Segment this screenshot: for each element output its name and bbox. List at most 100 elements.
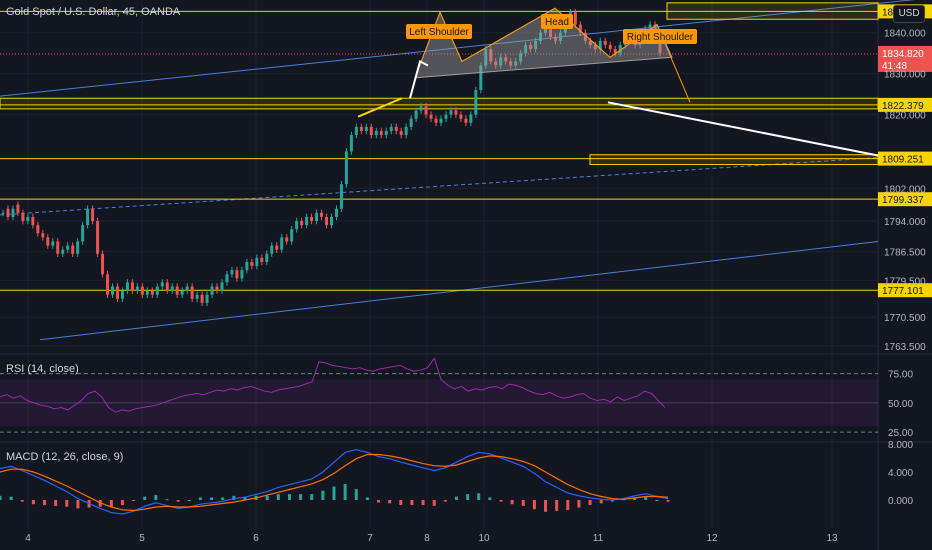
candle-body: [404, 126, 408, 136]
macd-histogram-bar: [332, 486, 336, 500]
macd-histogram-bar: [499, 500, 503, 502]
price-tick-label: 1786.500: [884, 248, 926, 259]
candle-body: [588, 40, 592, 46]
countdown-label: 41:48: [882, 61, 907, 72]
macd-histogram-bar: [221, 497, 225, 500]
macd-histogram-bar: [666, 500, 670, 502]
candle-body: [295, 221, 299, 230]
candle-body: [394, 126, 398, 131]
candle-body: [300, 221, 304, 226]
price-tick-label: 1830.000: [884, 70, 926, 81]
candle-body: [160, 282, 164, 287]
candle-body: [180, 290, 184, 295]
candle-body: [369, 126, 373, 136]
head-and-shoulders-pattern: Left Shoulder Head Right Shoulder: [357, 7, 879, 157]
currency-button[interactable]: USD: [893, 5, 925, 23]
candle-body: [190, 286, 194, 299]
candle-body: [315, 212, 319, 222]
macd-tick-label: 8.000: [888, 440, 913, 451]
time-tick-label: 10: [478, 533, 490, 544]
candle-body: [558, 32, 562, 41]
macd-histogram-bar: [410, 500, 414, 506]
candle-body: [414, 110, 418, 119]
macd-histogram-bar: [377, 500, 381, 503]
candle-body: [613, 49, 617, 54]
macd-histogram-bar: [566, 500, 570, 511]
macd-histogram-bar: [599, 500, 603, 504]
macd-histogram-bar: [610, 500, 614, 502]
macd-histogram-bar: [76, 500, 80, 509]
candle-body: [509, 61, 513, 66]
macd-histogram-bar: [198, 497, 202, 500]
level-price-tag: [878, 97, 932, 112]
price-axis: 1840.000 1830.000 1820.000 1802.000 1794.000…: [884, 29, 926, 507]
macd-histogram-bar: [65, 500, 69, 507]
candle-body: [419, 106, 423, 111]
candle-body: [96, 221, 100, 254]
macd-histogram-bar: [421, 500, 425, 506]
candle-body: [240, 270, 244, 279]
candle-body: [220, 282, 224, 291]
candle-body: [325, 216, 329, 226]
candle-body: [170, 286, 174, 291]
candle-body: [31, 216, 35, 226]
candle-body: [91, 208, 95, 222]
candle-body: [444, 114, 448, 119]
macd-histogram-bar: [466, 494, 470, 500]
rsi-line: [0, 357, 666, 413]
candle-body: [46, 237, 50, 246]
level-price-tag: [878, 283, 932, 298]
candle-body: [51, 241, 55, 246]
time-tick-label: 7: [367, 533, 373, 544]
candle-body: [598, 40, 602, 50]
candle-body: [573, 12, 577, 25]
candle-body: [658, 40, 662, 54]
time-tick-label: 13: [826, 533, 838, 544]
candle-body: [6, 208, 10, 217]
rsi-pane: [0, 357, 878, 433]
macd-histogram-bar: [532, 500, 536, 510]
candle-body: [499, 57, 503, 66]
candle-body: [210, 286, 214, 295]
candle-body: [250, 261, 254, 267]
macd-histogram-bar: [488, 497, 492, 500]
candle-body: [71, 245, 75, 254]
candle-body: [106, 274, 110, 295]
macd-histogram-bar: [644, 496, 648, 500]
macd-histogram-bar: [432, 500, 436, 506]
time-tick-label: 6: [253, 533, 259, 544]
candle-body: [81, 225, 85, 242]
candle-body: [364, 126, 368, 131]
price-tick-label: 1779.500: [884, 276, 926, 287]
macd-histogram-bar: [299, 494, 303, 500]
candle-body: [145, 290, 149, 295]
channel-upper-line: [0, 0, 916, 97]
symbol-title: Gold Spot / U.S. Dollar, 45, OANDA: [6, 6, 181, 18]
candle-body: [140, 286, 144, 295]
macd-histogram-bar: [210, 497, 214, 500]
candle-body: [205, 294, 209, 303]
price-tick-label: 1802.000: [884, 184, 926, 195]
candle-body: [409, 118, 413, 127]
candle-body: [285, 237, 289, 242]
candle-body: [474, 90, 478, 115]
macd-histogram-bar: [31, 500, 35, 505]
candle-body: [553, 36, 557, 41]
candle-body: [389, 126, 393, 131]
macd-histogram-bar: [176, 500, 180, 502]
macd-histogram-bar: [20, 500, 24, 502]
rsi-title: RSI (14, close): [6, 363, 79, 375]
macd-histogram-bar: [388, 500, 392, 504]
candle-body: [514, 61, 518, 66]
resistance-zone: [0, 97, 879, 110]
candle-body: [593, 45, 597, 50]
candle-body: [41, 233, 45, 238]
macd-histogram-bar: [165, 499, 169, 501]
candle-body: [379, 130, 383, 136]
candle-body: [66, 245, 70, 250]
candle-body: [310, 216, 314, 222]
projection-line: [607, 101, 879, 157]
level-price-label: 1822.379: [882, 101, 924, 112]
